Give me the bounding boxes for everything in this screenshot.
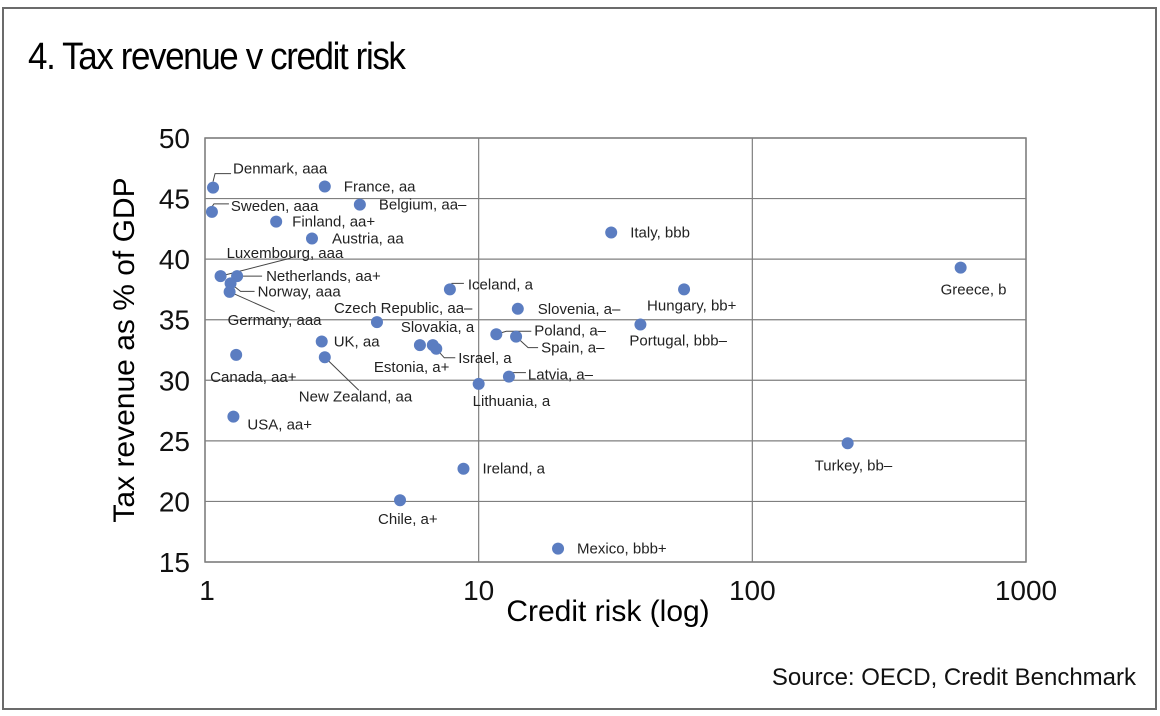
data-point — [318, 351, 331, 364]
data-label: Estonia, a+ — [374, 359, 450, 376]
x-axis-title: Credit risk (log) — [506, 595, 709, 628]
chart-title: 4. Tax revenue v credit risk — [28, 36, 406, 78]
leader-line — [212, 173, 232, 182]
data-label: Germany, aaa — [228, 312, 323, 329]
data-label: Czech Republic, aa– — [334, 300, 473, 317]
y-tick-label: 40 — [159, 244, 190, 275]
y-tick-label: 50 — [159, 123, 190, 154]
chart-frame — [2, 7, 1157, 710]
data-point — [472, 377, 485, 390]
data-point — [230, 348, 243, 361]
y-tick-label: 45 — [159, 184, 190, 215]
data-label: Slovenia, a– — [538, 301, 621, 318]
leader-line — [324, 356, 360, 391]
data-point — [954, 261, 967, 274]
x-tick-label: 100 — [729, 575, 776, 606]
data-label: Portugal, bbb– — [629, 333, 727, 350]
data-point — [315, 335, 328, 348]
data-point — [430, 342, 443, 355]
data-label: Iceland, a — [468, 276, 534, 293]
data-label: Poland, a– — [534, 322, 606, 339]
data-point — [370, 316, 383, 329]
data-point — [305, 232, 318, 245]
y-axis-ticks: 15 20 25 30 35 40 45 50 — [159, 123, 190, 578]
data-label: Sweden, aaa — [231, 198, 319, 215]
data-label: Israel, a — [458, 350, 512, 367]
gridlines — [204, 137, 1027, 563]
y-tick-label: 25 — [159, 426, 190, 457]
data-point — [353, 198, 366, 211]
data-point — [214, 270, 227, 283]
data-label: Mexico, bbb+ — [577, 541, 667, 558]
x-axis-ticks: 1 10 100 1000 — [199, 575, 1057, 606]
source-note: Source: OECD, Credit Benchmark — [771, 664, 1136, 691]
data-label: Luxembourg, aaa — [227, 245, 344, 262]
plot-area-border — [204, 137, 1027, 563]
data-point — [634, 318, 647, 331]
data-point — [443, 283, 456, 296]
data-label: Spain, a– — [541, 340, 605, 357]
data-label: Denmark, aaa — [233, 161, 328, 178]
data-label: Latvia, a– — [528, 367, 594, 384]
data-point — [223, 285, 236, 298]
y-tick-label: 30 — [159, 365, 190, 396]
x-tick-label: 1 — [199, 575, 215, 606]
data-label: Greece, b — [941, 282, 1007, 299]
y-tick-label: 35 — [159, 305, 190, 336]
data-label: Slovakia, a — [401, 319, 475, 336]
data-point — [413, 339, 426, 352]
data-point — [490, 328, 503, 341]
data-label: France, aa — [344, 178, 416, 195]
data-point — [510, 330, 523, 343]
data-point — [678, 283, 691, 296]
data-label: USA, aa+ — [247, 417, 312, 434]
y-axis-title: Tax revenue as % of GDP — [108, 177, 141, 522]
data-point — [207, 181, 220, 194]
data-point — [511, 302, 524, 315]
data-label: Turkey, bb– — [815, 457, 893, 474]
data-point — [270, 215, 283, 228]
y-tick-label: 20 — [159, 486, 190, 517]
data-point — [841, 437, 854, 450]
leader-line — [229, 291, 275, 313]
data-point — [205, 205, 218, 218]
data-point — [605, 226, 618, 239]
data-point — [227, 410, 240, 423]
data-label: Belgium, aa– — [379, 197, 467, 214]
data-point — [502, 370, 515, 383]
data-point — [318, 180, 331, 193]
data-point — [552, 542, 565, 555]
data-label: Chile, a+ — [378, 511, 438, 528]
data-point — [394, 494, 407, 507]
data-label: Austria, aa — [332, 231, 404, 248]
data-label: Norway, aaa — [258, 283, 342, 300]
data-label: Netherlands, aa+ — [266, 268, 381, 285]
leader-line — [211, 203, 229, 208]
x-tick-label: 10 — [463, 575, 494, 606]
data-label: Canada, aa+ — [210, 369, 297, 386]
y-tick-label: 15 — [159, 547, 190, 578]
data-point — [457, 462, 470, 475]
point-labels: Denmark, aaa France, aa Sweden, aaa Belgium… — [210, 161, 1006, 558]
data-label: Hungary, bb+ — [647, 297, 737, 314]
data-label: Italy, bbb — [630, 224, 690, 241]
data-label: UK, aa — [334, 334, 381, 351]
data-label: Lithuania, a — [473, 393, 551, 410]
data-label: New Zealand, aa — [299, 388, 413, 405]
x-tick-label: 1000 — [995, 575, 1057, 606]
data-points — [205, 180, 967, 555]
data-label: Finland, aa+ — [292, 214, 375, 231]
data-label: Ireland, a — [482, 461, 545, 478]
